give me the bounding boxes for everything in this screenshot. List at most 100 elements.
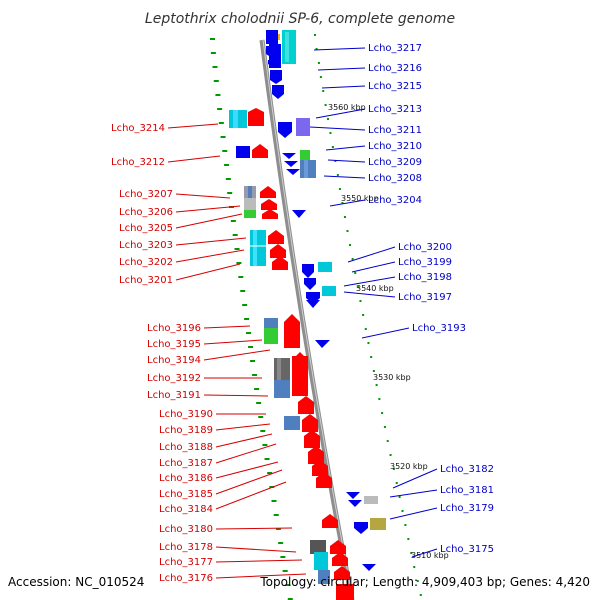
gene-feature[interactable] xyxy=(270,244,286,258)
gene-label[interactable]: Lcho_3190 xyxy=(159,409,213,420)
gene-label[interactable]: Lcho_3178 xyxy=(159,542,213,553)
gene-feature[interactable] xyxy=(362,564,376,571)
cog-feature[interactable] xyxy=(264,328,278,344)
gene-label[interactable]: Lcho_3198 xyxy=(398,272,452,283)
gene-label[interactable]: Lcho_3199 xyxy=(398,257,452,268)
gene-feature[interactable] xyxy=(330,540,346,554)
cog-feature[interactable] xyxy=(364,496,378,504)
cog-feature[interactable] xyxy=(277,358,281,380)
gene-label[interactable]: Lcho_3195 xyxy=(147,339,201,350)
cog-feature[interactable] xyxy=(233,110,238,128)
gene-feature[interactable] xyxy=(348,500,362,507)
gene-label[interactable]: Lcho_3191 xyxy=(147,390,201,401)
gene-label[interactable]: Lcho_3177 xyxy=(159,557,213,568)
gene-feature[interactable] xyxy=(272,256,288,270)
cog-feature[interactable] xyxy=(304,160,308,178)
gene-label[interactable]: Lcho_3212 xyxy=(111,157,165,168)
gene-feature[interactable] xyxy=(269,44,281,68)
gene-label[interactable]: Lcho_3203 xyxy=(119,240,173,251)
gene-feature[interactable] xyxy=(286,169,300,175)
gene-label[interactable]: Lcho_3202 xyxy=(119,257,173,268)
gene-label[interactable]: Lcho_3193 xyxy=(412,323,466,334)
gene-label[interactable]: Lcho_3185 xyxy=(159,489,213,500)
gene-feature[interactable] xyxy=(248,108,264,126)
gene-label[interactable]: Lcho_3210 xyxy=(368,141,422,152)
gene-label[interactable]: Lcho_3184 xyxy=(159,504,213,515)
cog-feature[interactable] xyxy=(250,230,266,266)
cog-feature[interactable] xyxy=(370,518,386,530)
gene-feature[interactable] xyxy=(315,340,330,348)
cog-feature[interactable] xyxy=(322,286,336,296)
gene-feature[interactable] xyxy=(292,356,308,396)
gene-feature[interactable] xyxy=(346,492,360,499)
gene-label[interactable]: Lcho_3176 xyxy=(159,573,213,584)
gene-label[interactable]: Lcho_3188 xyxy=(159,442,213,453)
gene-label[interactable]: Lcho_3197 xyxy=(398,292,452,303)
gene-label[interactable]: Lcho_3217 xyxy=(368,43,422,54)
gene-feature[interactable] xyxy=(322,514,338,528)
gene-feature[interactable] xyxy=(278,122,292,138)
gene-label[interactable]: Lcho_3214 xyxy=(111,123,165,134)
gene-label[interactable]: Lcho_3181 xyxy=(440,485,494,496)
gene-label[interactable]: Lcho_3208 xyxy=(368,173,422,184)
gene-feature[interactable] xyxy=(332,552,348,566)
gene-label[interactable]: Lcho_3182 xyxy=(440,464,494,475)
gene-feature[interactable] xyxy=(268,230,284,244)
gene-feature[interactable] xyxy=(354,522,368,534)
gene-label[interactable]: Lcho_3207 xyxy=(119,189,173,200)
cog-feature[interactable] xyxy=(310,540,326,554)
cog-feature[interactable] xyxy=(274,358,290,380)
gene-label[interactable]: Lcho_3180 xyxy=(159,524,213,535)
gene-label[interactable]: Lcho_3200 xyxy=(398,242,452,253)
gene-feature[interactable] xyxy=(308,446,324,464)
gene-feature[interactable] xyxy=(266,30,278,44)
gene-feature[interactable] xyxy=(261,199,277,210)
gene-feature[interactable] xyxy=(304,430,320,448)
gene-feature[interactable] xyxy=(306,300,320,308)
gene-label[interactable]: Lcho_3192 xyxy=(147,373,201,384)
cog-feature[interactable] xyxy=(244,198,256,210)
gene-label[interactable]: Lcho_3211 xyxy=(368,125,422,136)
cog-feature[interactable] xyxy=(300,150,310,160)
gene-feature[interactable] xyxy=(282,153,296,159)
gene-feature[interactable] xyxy=(302,414,318,432)
gene-feature[interactable] xyxy=(260,186,276,198)
cog-feature[interactable] xyxy=(284,416,300,430)
gene-label[interactable]: Lcho_3189 xyxy=(159,425,213,436)
gene-label[interactable]: Lcho_3175 xyxy=(440,544,494,555)
gene-feature[interactable] xyxy=(252,144,268,158)
gene-feature[interactable] xyxy=(270,70,282,84)
gene-label[interactable]: Lcho_3205 xyxy=(119,223,173,234)
gene-label[interactable]: Lcho_3209 xyxy=(368,157,422,168)
gene-label[interactable]: Lcho_3187 xyxy=(159,458,213,469)
gene-label[interactable]: Lcho_3206 xyxy=(119,207,173,218)
gene-label[interactable]: Lcho_3179 xyxy=(440,503,494,514)
cog-feature[interactable] xyxy=(314,552,328,570)
gene-feature[interactable] xyxy=(292,352,308,360)
gene-label[interactable]: Lcho_3215 xyxy=(368,81,422,92)
gene-label[interactable]: Lcho_3216 xyxy=(368,63,422,74)
cog-feature[interactable] xyxy=(274,380,290,398)
gene-label[interactable]: Lcho_3186 xyxy=(159,473,213,484)
cog-feature[interactable] xyxy=(253,230,257,266)
gene-feature[interactable] xyxy=(292,210,306,218)
gene-feature[interactable] xyxy=(284,161,298,167)
cog-feature[interactable] xyxy=(318,570,330,584)
gene-feature[interactable] xyxy=(298,396,314,414)
gene-label[interactable]: Lcho_3194 xyxy=(147,355,201,366)
gene-label[interactable]: Lcho_3196 xyxy=(147,323,201,334)
cog-feature[interactable] xyxy=(318,262,332,272)
gene-label[interactable]: Lcho_3213 xyxy=(368,104,422,115)
gene-label[interactable]: Lcho_3204 xyxy=(368,195,422,206)
gene-feature[interactable] xyxy=(334,566,350,580)
gene-feature[interactable] xyxy=(284,336,300,348)
gene-feature[interactable] xyxy=(336,584,354,600)
cog-feature[interactable] xyxy=(285,32,289,62)
gene-feature[interactable] xyxy=(302,264,314,278)
gene-label[interactable]: Lcho_3201 xyxy=(119,275,173,286)
cog-feature[interactable] xyxy=(244,210,256,218)
gene-feature[interactable] xyxy=(304,278,316,290)
gene-feature[interactable] xyxy=(262,209,278,219)
gene-feature[interactable] xyxy=(316,472,332,488)
